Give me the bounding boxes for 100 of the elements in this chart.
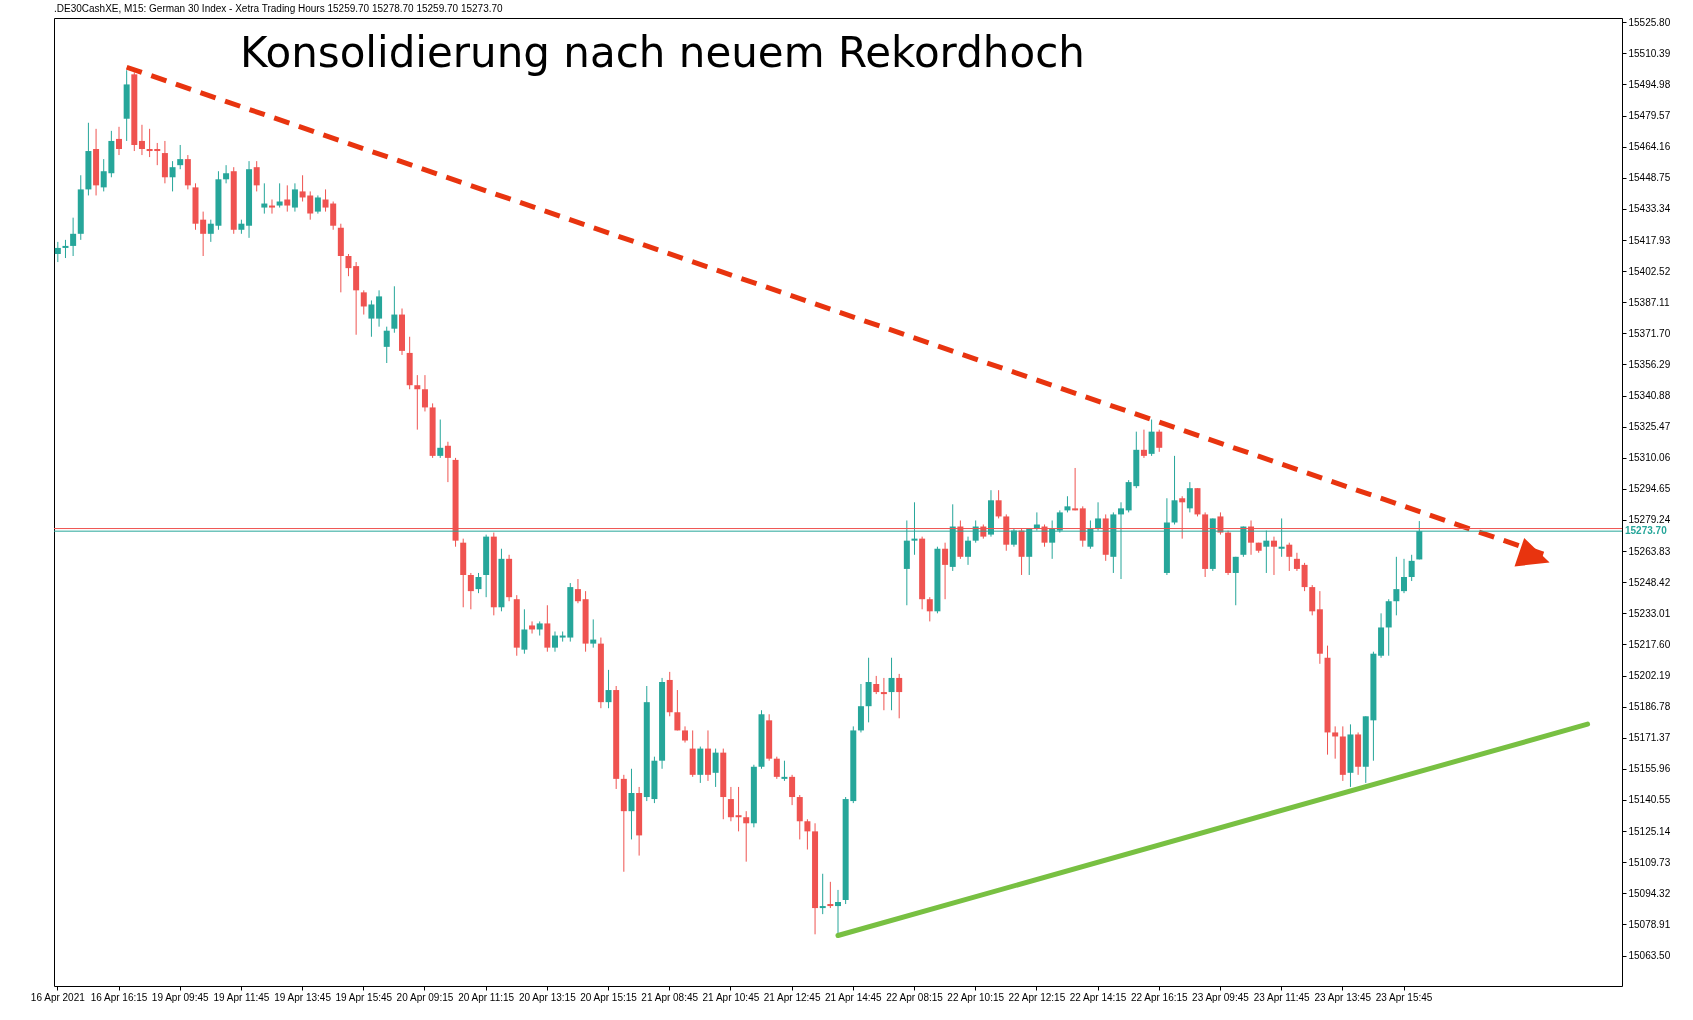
ref-line-label: 15273.70 [1625,525,1668,537]
y-tick-label: 15325.47 [1628,421,1671,433]
x-tick-label: 19 Apr 11:45 [213,991,270,1003]
candlestick [1393,556,1400,616]
candlestick [926,596,933,622]
y-tick-label: 15279.24 [1628,514,1671,526]
y-tick-label: 15109.73 [1628,856,1671,868]
x-tick-label: 20 Apr 15:15 [580,991,638,1003]
candlestick [1148,419,1155,457]
candlestick [965,536,972,566]
x-tick-label: 21 Apr 08:45 [641,991,699,1003]
candlestick [590,618,597,649]
x-tick-label: 19 Apr 09:45 [151,991,209,1003]
candlestick [345,253,352,277]
candlestick [1401,558,1408,594]
x-tick-label: 19 Apr 13:45 [274,991,332,1003]
y-tick-label: 15464.16 [1628,141,1671,153]
candlestick [995,489,1002,519]
y-tick-label: 15078.91 [1628,918,1671,930]
candlestick [1270,536,1277,576]
x-tick-label: 22 Apr 10:15 [947,991,1005,1003]
y-tick-label: 15217.60 [1628,638,1671,650]
candlestick [552,631,558,653]
candlestick [1232,556,1239,606]
candlestick [444,441,451,483]
x-tick-label: 21 Apr 14:45 [824,991,883,1003]
candlestick [605,669,612,709]
candlestick [223,164,230,184]
y-tick-label: 15125.14 [1628,825,1671,837]
x-tick-label: 23 Apr 11:45 [1253,991,1311,1003]
chart-title: Konsolidierung nach neuem Rekordhoch [240,28,1085,77]
candlestick [835,889,841,935]
candlestick [138,124,145,156]
candlestick [467,572,474,610]
candlestick [896,673,903,719]
candlestick [291,182,298,213]
candlestick [70,217,77,257]
x-tick-label: 23 Apr 15:45 [1375,991,1433,1003]
y-tick-label: 15387.11 [1628,296,1670,308]
candlestick [712,748,719,788]
candlestick [1408,554,1415,582]
candlestick [1140,429,1147,459]
candlestick [360,289,367,316]
y-tick-label: 15356.29 [1628,358,1671,370]
y-tick-label: 15063.50 [1628,950,1671,962]
x-tick-label: 16 Apr 16:15 [90,991,148,1003]
candlestick [1072,467,1079,511]
x-tick-label: 22 Apr 14:15 [1069,991,1127,1003]
x-tick-label: 16 Apr 2021 [30,991,86,1003]
y-tick-label: 15202.19 [1628,670,1671,682]
candlestick [1286,542,1293,572]
y-tick-label: 15263.83 [1628,545,1671,557]
x-tick-label: 20 Apr 09:15 [396,991,454,1003]
y-tick-label: 15094.32 [1628,887,1671,899]
y-tick-label: 15417.93 [1628,234,1671,246]
candlestick [628,768,635,840]
candlestick [276,182,283,209]
x-tick-label: 19 Apr 15:45 [335,991,393,1003]
candlestick [1301,562,1308,592]
candlestick [421,374,428,412]
candlestick [781,760,788,782]
candlestick [253,160,260,192]
candlestick [314,194,321,215]
y-tick-label: 15310.06 [1628,452,1671,464]
y-tick-label: 15448.75 [1628,172,1671,184]
x-tick-label: 23 Apr 09:45 [1192,991,1250,1003]
candlestick [1156,429,1163,453]
candlestick [383,326,390,364]
candlestick [376,289,383,328]
candlestick [529,620,536,635]
x-tick-label: 20 Apr 13:15 [518,991,577,1003]
y-tick-label: 15479.57 [1628,110,1671,122]
x-tick-label: 23 Apr 13:45 [1314,991,1372,1003]
y-tick-label: 15402.52 [1628,265,1671,277]
y-tick-label: 15340.88 [1628,390,1671,402]
candlestick [268,198,275,215]
candlestick [62,239,69,259]
candlestick [674,689,681,731]
candlestick [888,657,895,711]
candlestick [819,873,826,915]
candlestick [521,608,528,655]
candlestick [177,144,184,170]
candlestick [574,578,581,604]
candlestick [284,184,291,213]
x-tick-label: 21 Apr 10:45 [702,991,760,1003]
y-tick-label: 15510.39 [1628,47,1671,59]
candlestick [789,774,796,806]
y-tick-label: 15233.01 [1628,607,1671,619]
candlestick [1332,725,1339,760]
y-tick-label: 15248.42 [1628,576,1671,588]
candlestick [368,299,375,338]
candlestick [1293,552,1300,572]
candlestick [116,126,123,156]
candlestick [475,572,482,594]
candlestick [414,374,421,431]
y-tick-label: 15525.80 [1628,16,1671,28]
chart-subtitle: .DE30CashXE, M15: German 30 Index - Xetra Trading Hours 15259.70 15278.70 15259.70 15273.70 [54,3,504,15]
candlestick [437,419,444,459]
x-tick-label: 21 Apr 12:45 [763,991,821,1003]
candlestick [743,810,750,863]
